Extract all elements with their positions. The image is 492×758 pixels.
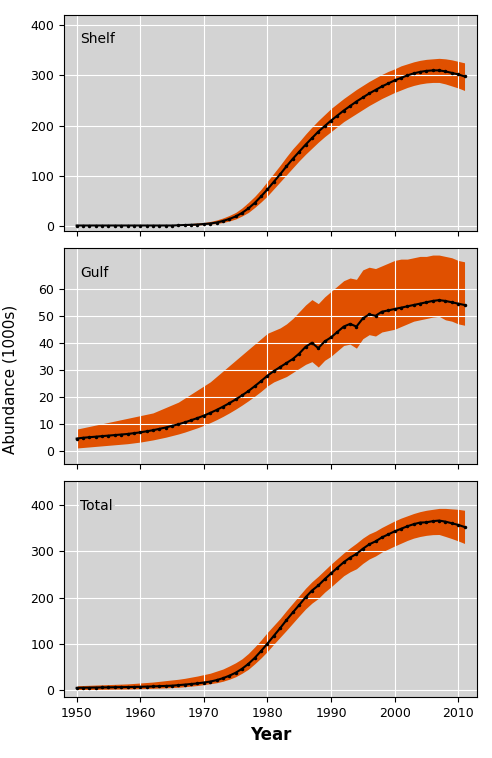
Text: Shelf: Shelf	[81, 33, 115, 46]
X-axis label: Year: Year	[250, 725, 291, 744]
Text: Gulf: Gulf	[81, 265, 109, 280]
Text: Abundance (1000s): Abundance (1000s)	[2, 305, 17, 453]
Text: Total: Total	[81, 499, 113, 512]
